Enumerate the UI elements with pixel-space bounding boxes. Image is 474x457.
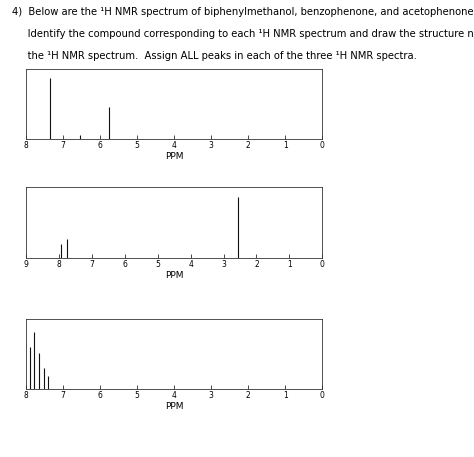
Text: Identify the compound corresponding to each ¹H NMR spectrum and draw the structu: Identify the compound corresponding to e… <box>12 29 474 39</box>
X-axis label: PPM: PPM <box>165 402 183 411</box>
Text: 4)  Below are the ¹H NMR spectrum of biphenylmethanol, benzophenone, and acetoph: 4) Below are the ¹H NMR spectrum of biph… <box>12 7 474 17</box>
X-axis label: PPM: PPM <box>165 271 183 280</box>
X-axis label: PPM: PPM <box>165 152 183 161</box>
Text: the ¹H NMR spectrum.  Assign ALL peaks in each of the three ¹H NMR spectra.: the ¹H NMR spectrum. Assign ALL peaks in… <box>12 51 417 61</box>
